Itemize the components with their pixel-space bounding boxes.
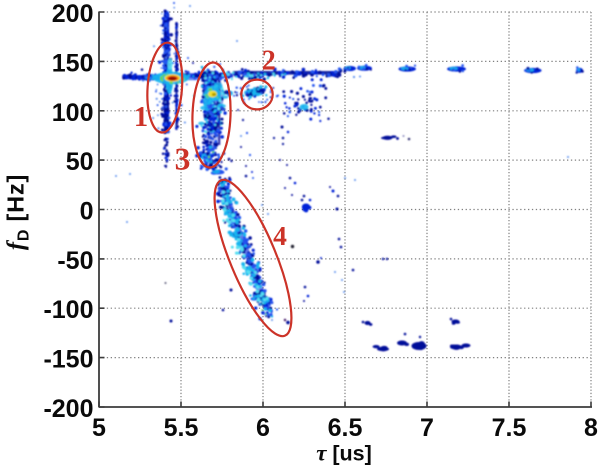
svg-text:5.5: 5.5 [164, 414, 199, 442]
svg-text:6: 6 [256, 414, 270, 442]
svg-text:0: 0 [80, 198, 94, 226]
svg-text:50: 50 [66, 148, 94, 176]
svg-text:1: 1 [134, 102, 148, 133]
svg-text:-200: -200 [43, 395, 93, 423]
svg-text:200: 200 [52, 0, 94, 28]
svg-text:100: 100 [52, 99, 94, 127]
svg-text:5: 5 [92, 414, 106, 442]
svg-text:2: 2 [262, 46, 276, 77]
svg-text:4: 4 [273, 220, 287, 251]
svg-text:τ [us]: τ [us] [316, 441, 372, 466]
svg-text:fD [Hz]: fD [Hz] [3, 174, 33, 250]
svg-text:-50: -50 [57, 247, 93, 275]
svg-text:150: 150 [52, 49, 94, 77]
svg-text:7: 7 [420, 414, 434, 442]
svg-text:-150: -150 [43, 346, 93, 374]
svg-text:8: 8 [584, 414, 598, 442]
svg-text:7.5: 7.5 [492, 414, 527, 442]
svg-text:-100: -100 [43, 296, 93, 324]
svg-text:3: 3 [175, 141, 191, 176]
svg-text:6.5: 6.5 [328, 414, 363, 442]
